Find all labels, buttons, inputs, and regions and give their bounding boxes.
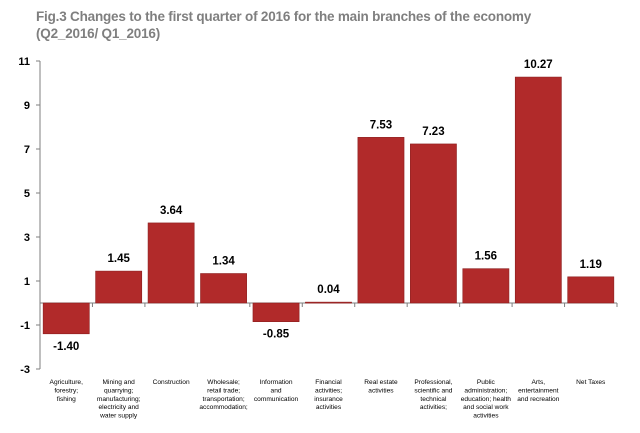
bar xyxy=(567,276,615,304)
data-label: 1.34 xyxy=(212,256,235,268)
bar xyxy=(305,301,352,304)
category-label-line: Public xyxy=(477,379,496,386)
category-label: Arts, entertainment and recreation xyxy=(517,379,559,403)
category-label-line: and recreation xyxy=(517,396,559,403)
category-label-line: electricity and xyxy=(99,404,140,411)
category-label-line: fishing xyxy=(57,396,76,403)
bar xyxy=(357,137,405,304)
category-label: Financial activities; insurance activities xyxy=(314,379,343,411)
y-tick-label: -1 xyxy=(20,320,30,332)
category-label-line: quarrying; xyxy=(104,387,133,394)
category-label: Agriculture, forestry; fishing xyxy=(50,379,84,403)
category-label-line: water supply xyxy=(99,413,138,420)
bar xyxy=(410,143,457,304)
data-label: 7.53 xyxy=(370,119,392,131)
category-label-line: Net Taxes xyxy=(576,379,606,386)
y-tick-label: 11 xyxy=(18,56,30,68)
data-label: -0.85 xyxy=(263,329,290,341)
category-label-line: accommodation; xyxy=(199,404,248,411)
bar xyxy=(200,273,247,304)
category-label-line: Arts, xyxy=(532,379,546,386)
category-label-line: Agriculture, xyxy=(50,379,84,386)
category-label-line: transportation; xyxy=(203,396,245,403)
category-label-line: forestry; xyxy=(54,387,78,394)
bar xyxy=(514,76,562,304)
category-label-line: Real estate xyxy=(364,379,398,386)
y-tick-label: -3 xyxy=(20,364,30,376)
bar xyxy=(252,302,300,323)
chart-title-line2: (Q2_2016/ Q1_2016) xyxy=(36,26,160,41)
bar xyxy=(42,302,90,335)
category-label-line: and xyxy=(271,387,282,394)
category-label-line: Financial xyxy=(315,379,342,386)
category-label-line: insurance xyxy=(314,396,343,403)
bar xyxy=(462,268,510,304)
category-label-line: retail trade; xyxy=(207,387,240,394)
y-tick-label: 7 xyxy=(24,144,30,156)
category-label-line: communication xyxy=(254,396,299,403)
category-label: Information and communication xyxy=(254,379,299,403)
category-label-line: education; health xyxy=(461,396,512,403)
bar xyxy=(147,222,195,304)
y-tick-label: 3 xyxy=(24,232,30,244)
category-label: Mining and quarrying; manufacturing; electr… xyxy=(97,379,141,420)
category-label-line: Professional, xyxy=(414,379,452,386)
data-label: 3.64 xyxy=(160,205,183,217)
category-label: Wholesale; retail trade; transportation; ac… xyxy=(199,379,248,411)
category-label-line: activities xyxy=(473,413,499,420)
category-label-line: scientific and xyxy=(414,387,452,394)
data-label: -1.40 xyxy=(53,341,79,353)
category-label: Professional, scientific and technical acti… xyxy=(414,379,452,411)
category-label-line: manufacturing; xyxy=(97,396,141,403)
data-label: 7.23 xyxy=(422,126,444,138)
category-label-line: entertainment xyxy=(518,387,558,394)
y-tick-label: 9 xyxy=(24,100,30,112)
category-label-line: technical xyxy=(420,396,447,403)
category-label-line: Construction xyxy=(153,379,190,386)
data-label: 1.56 xyxy=(475,251,497,263)
category-label-line: administration; xyxy=(464,387,507,394)
chart-title: Fig.3 Changes to the first quarter of 20… xyxy=(36,8,596,42)
y-tick-label: 1 xyxy=(24,276,30,288)
category-label: Real estate activities xyxy=(364,379,398,394)
category-label-line: activities; xyxy=(420,404,447,411)
data-label: 10.27 xyxy=(524,59,553,71)
chart-title-line1: Fig.3 Changes to the first quarter of 20… xyxy=(36,9,532,24)
data-label: 0.04 xyxy=(317,284,340,296)
category-label: Construction xyxy=(153,379,190,386)
y-tick-label: 5 xyxy=(24,188,30,200)
category-label: Public administration; education; health an… xyxy=(461,379,512,420)
category-label-line: Wholesale; xyxy=(207,379,240,386)
bar xyxy=(95,270,143,304)
category-label-line: activities xyxy=(368,387,394,394)
category-label-line: and social work xyxy=(463,404,509,411)
category-label-line: activities xyxy=(316,404,342,411)
data-label: 1.19 xyxy=(580,259,602,271)
category-label-line: activities; xyxy=(315,387,342,394)
category-label-line: Information xyxy=(260,379,293,386)
category-label: Net Taxes xyxy=(576,379,606,386)
data-label: 1.45 xyxy=(107,253,130,265)
category-label-line: Mining and xyxy=(103,379,136,386)
